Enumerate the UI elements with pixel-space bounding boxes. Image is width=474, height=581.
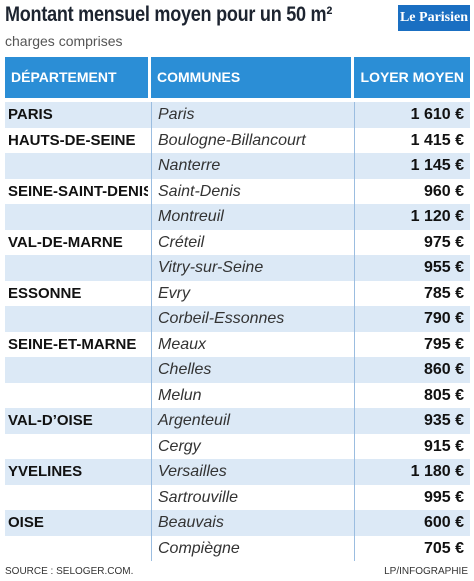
logo: Le Parisien: [398, 5, 470, 31]
department-cell: ESSONNE: [8, 284, 82, 302]
rent-cell: 805 €: [354, 382, 470, 408]
table-row: Montreuil 1 120 €: [5, 204, 470, 230]
commune-cell: Chelles: [151, 357, 351, 383]
department-cell: [5, 306, 148, 332]
department-cell: [5, 434, 148, 460]
rent-cell: 1 415 €: [354, 127, 470, 153]
table-row: SEINE-SAINT-DENIS Saint-Denis 960 €: [5, 178, 470, 204]
commune-cell: Nanterre: [151, 153, 351, 179]
rent-cell: 790 €: [354, 306, 470, 332]
table-body: PARIS Paris 1 610 € HAUTS-DE-SEINE Boulogne-…: [5, 102, 470, 561]
table-row: SEINE-ET-MARNE Meaux 795 €: [5, 331, 470, 357]
commune-cell: Melun: [151, 382, 351, 408]
rent-cell: 795 €: [354, 331, 470, 357]
department-cell: YVELINES: [8, 463, 83, 480]
rent-cell: 960 €: [354, 178, 470, 204]
department-cell: [5, 536, 148, 562]
table-row: Corbeil-Essonnes 790 €: [5, 306, 470, 332]
rent-cell: 935 €: [354, 408, 470, 434]
column-header: COMMUNES: [151, 57, 351, 98]
commune-cell: Corbeil-Essonnes: [151, 306, 351, 332]
department-cell: HAUTS-DE-SEINE: [8, 131, 136, 149]
department-cell: [5, 255, 148, 281]
department-cell: [5, 204, 148, 230]
table-row: OISE Beauvais 600 €: [5, 510, 470, 536]
table-row: HAUTS-DE-SEINE Boulogne-Billancourt 1 415 …: [5, 127, 470, 153]
department-cell: [5, 153, 148, 179]
table-row: VAL-D’OISE Argenteuil 935 €: [5, 408, 470, 434]
commune-cell: Saint-Denis: [151, 178, 351, 204]
department-cell: OISE: [8, 514, 44, 531]
rent-cell: 915 €: [354, 433, 470, 459]
commune-cell: Créteil: [151, 229, 351, 255]
rent-cell: 1 145 €: [354, 153, 470, 179]
commune-cell: Compiègne: [151, 535, 351, 561]
rent-cell: 705 €: [354, 535, 470, 561]
department-cell: SEINE-SAINT-DENIS: [8, 182, 148, 200]
subtitle: charges comprises: [5, 33, 123, 49]
column-header: LOYER MOYEN: [354, 57, 470, 98]
rent-cell: 955 €: [354, 255, 470, 281]
rent-cell: 975 €: [354, 229, 470, 255]
department-cell: [5, 485, 148, 511]
commune-cell: Argenteuil: [151, 408, 351, 434]
department-cell: VAL-D’OISE: [8, 412, 93, 429]
department-cell: PARIS: [8, 106, 53, 123]
commune-cell: Paris: [151, 102, 351, 128]
rent-cell: 995 €: [354, 484, 470, 510]
commune-cell: Beauvais: [151, 510, 351, 536]
table-row: Melun 805 €: [5, 382, 470, 409]
source: SOURCE : SELOGER.COM.: [5, 566, 134, 577]
table-row: Nanterre 1 145 €: [5, 153, 470, 179]
table-row: PARIS Paris 1 610 €: [5, 102, 470, 128]
table-row: YVELINES Versailles 1 180 €: [5, 459, 470, 485]
department-cell: SEINE-ET-MARNE: [8, 335, 137, 353]
table: DÉPARTEMENT COMMUNES LOYER MOYEN PARIS Pa…: [5, 57, 470, 561]
rent-cell: 600 €: [354, 510, 470, 536]
table-row: Vitry-sur-Seine 955 €: [5, 255, 470, 281]
rent-cell: 1 120 €: [354, 204, 470, 230]
commune-cell: Montreuil: [151, 204, 351, 230]
commune-cell: Evry: [151, 280, 351, 306]
column-header: DÉPARTEMENT: [5, 57, 148, 98]
rent-cell: 860 €: [354, 357, 470, 383]
commune-cell: Cergy: [151, 433, 351, 459]
table-row: Compiègne 705 €: [5, 535, 470, 562]
commune-cell: Vitry-sur-Seine: [151, 255, 351, 281]
title: Montant mensuel moyen pour un 50 m²: [5, 3, 333, 26]
table-row: Chelles 860 €: [5, 357, 470, 383]
rent-cell: 1 180 €: [354, 459, 470, 485]
rent-cell: 785 €: [354, 280, 470, 306]
department-cell: [5, 383, 148, 409]
table-row: Sartrouville 995 €: [5, 484, 470, 511]
table-row: VAL-DE-MARNE Créteil 975 €: [5, 229, 470, 255]
commune-cell: Sartrouville: [151, 484, 351, 510]
department-cell: [5, 357, 148, 383]
commune-cell: Versailles: [151, 459, 351, 485]
department-cell: VAL-DE-MARNE: [8, 233, 123, 251]
rent-cell: 1 610 €: [354, 102, 470, 128]
commune-cell: Boulogne-Billancourt: [151, 127, 351, 153]
table-header: DÉPARTEMENT COMMUNES LOYER MOYEN: [5, 57, 470, 98]
table-row: Cergy 915 €: [5, 433, 470, 460]
credit: LP/INFOGRAPHIE: [384, 566, 468, 577]
commune-cell: Meaux: [151, 331, 351, 357]
table-row: ESSONNE Evry 785 €: [5, 280, 470, 306]
